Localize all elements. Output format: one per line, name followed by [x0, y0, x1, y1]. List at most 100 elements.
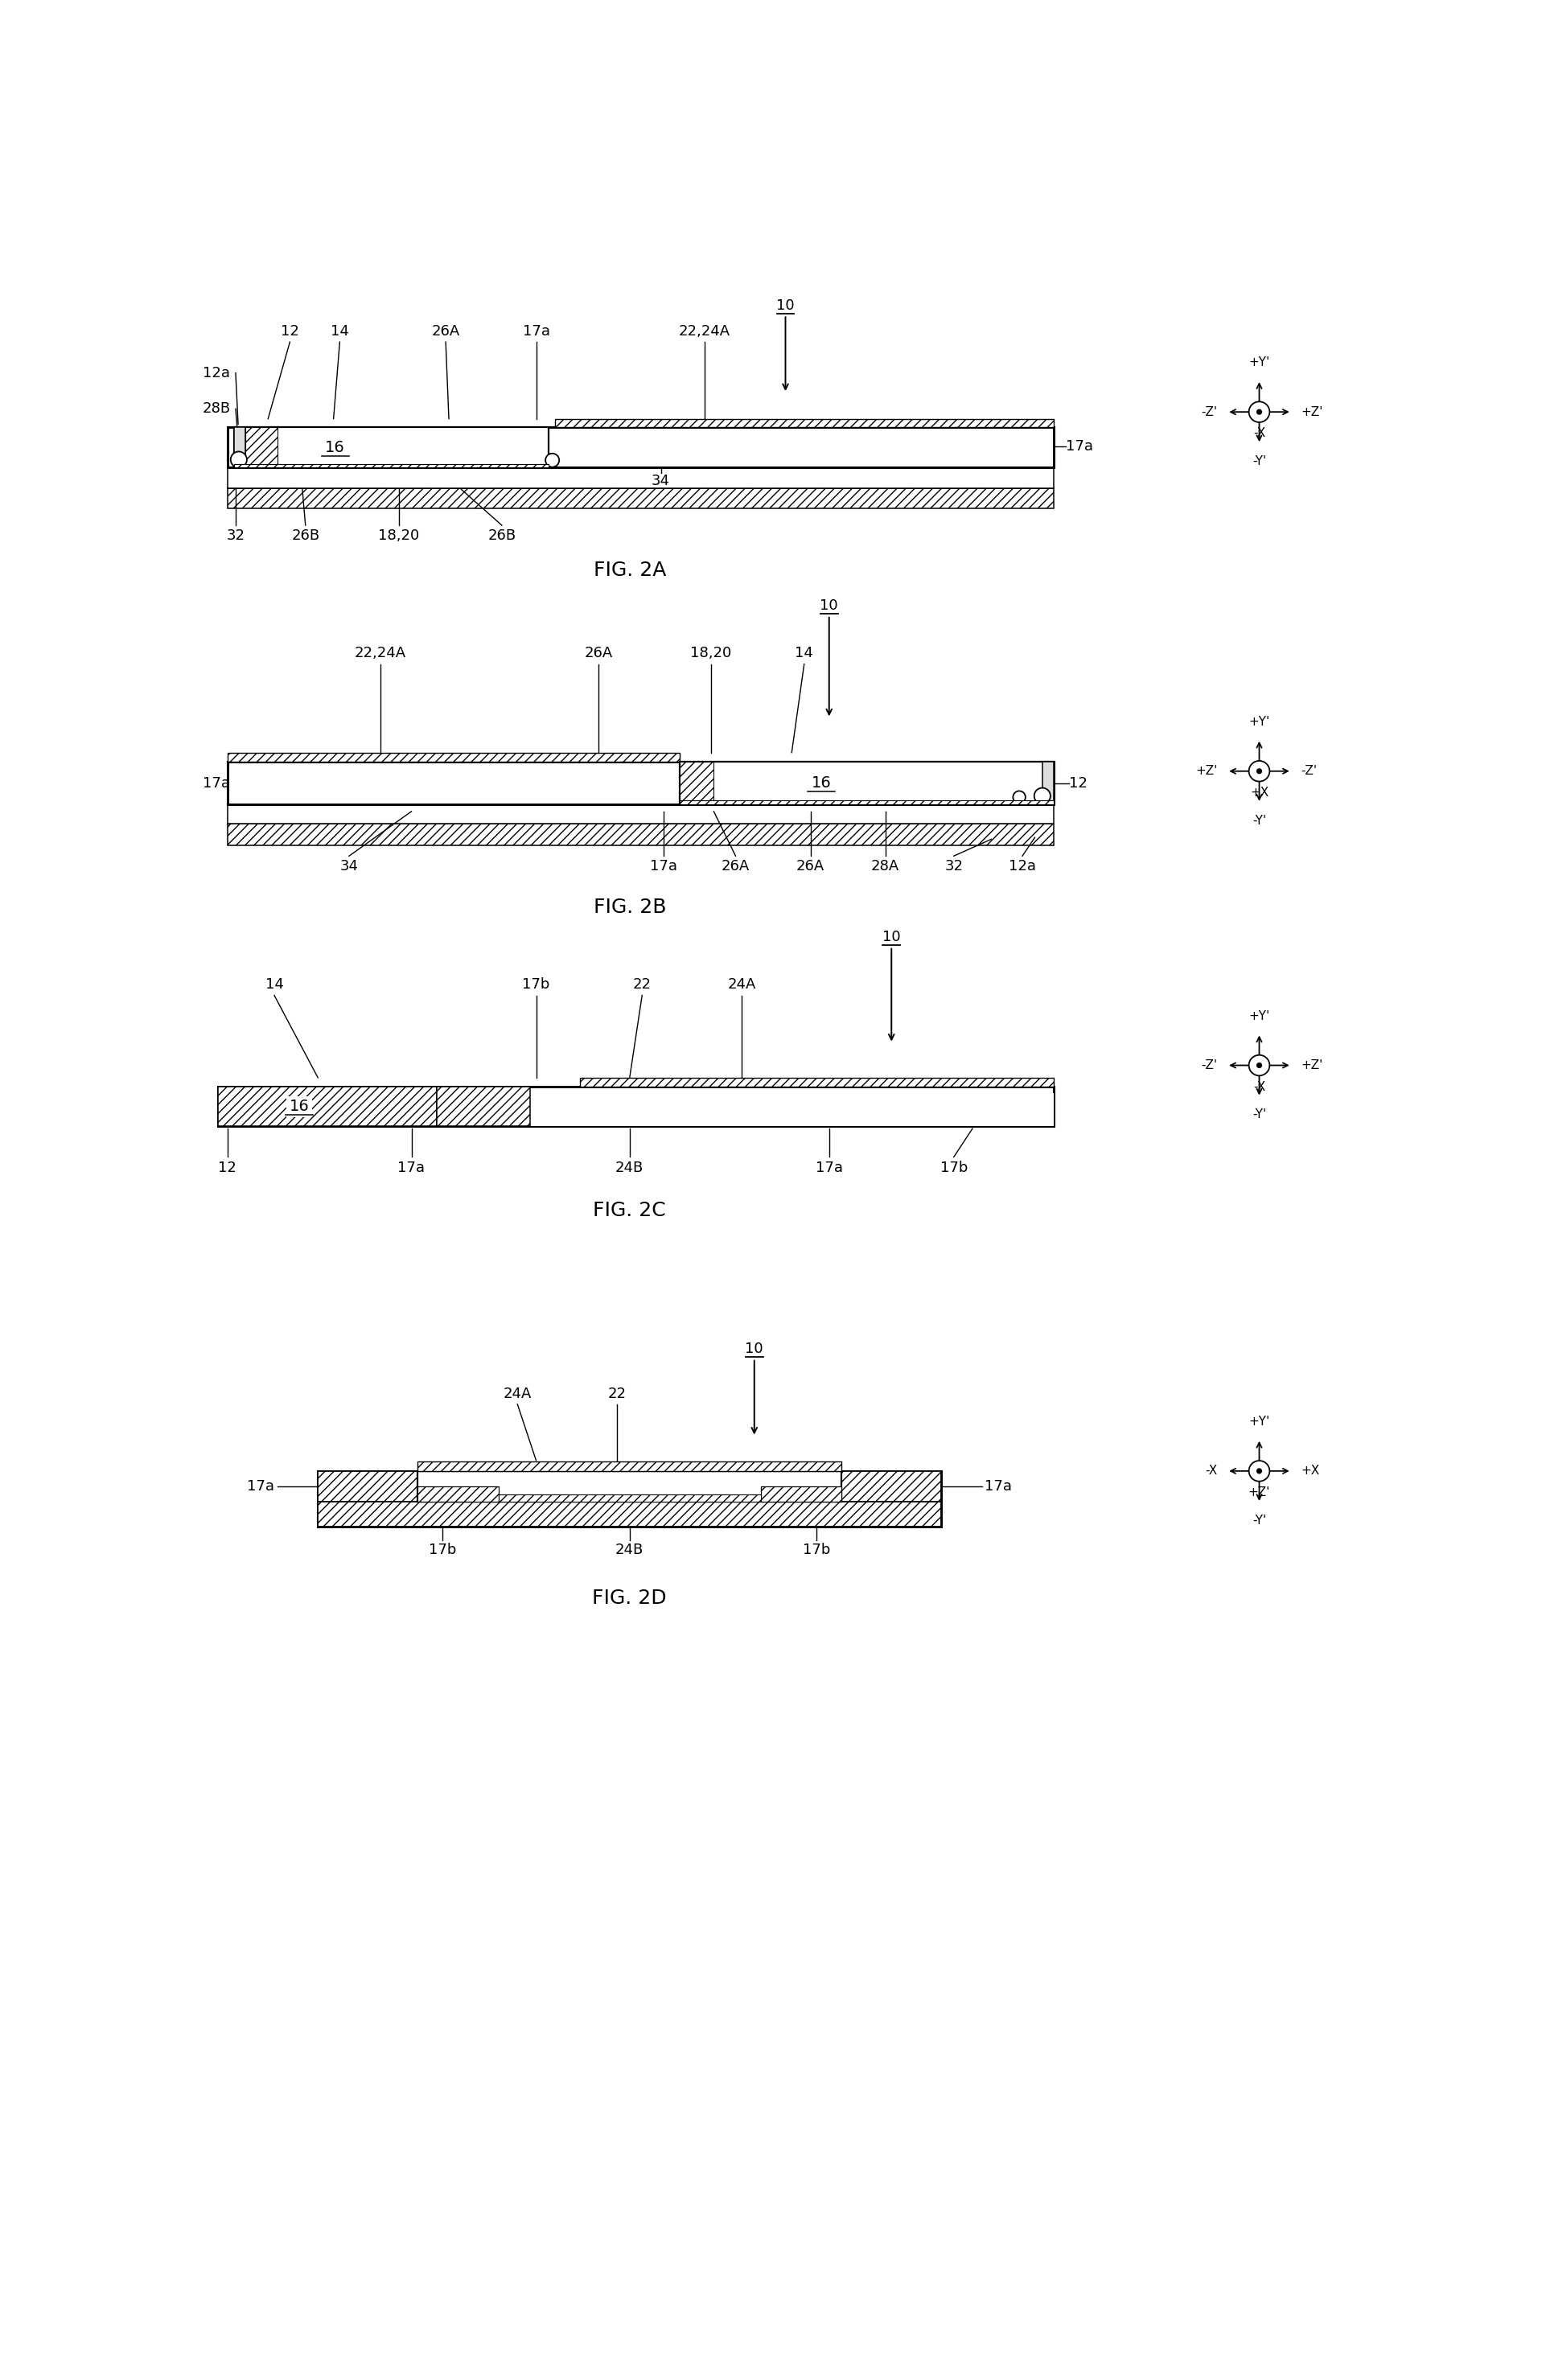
Text: 17b: 17b — [940, 1161, 968, 1176]
Bar — [227, 428, 1053, 469]
Bar — [680, 762, 1053, 804]
Text: -Y': -Y' — [1252, 1514, 1266, 1526]
Text: 18,20: 18,20 — [379, 528, 419, 543]
Text: 22,24A: 22,24A — [354, 647, 407, 662]
Bar — [233, 464, 549, 469]
Bar — [218, 1088, 1053, 1126]
Bar — [218, 1088, 436, 1126]
Text: 12a: 12a — [203, 367, 230, 381]
Text: 26B: 26B — [487, 528, 516, 543]
Text: 16: 16 — [812, 776, 832, 790]
Text: 22: 22 — [632, 978, 651, 992]
Text: 14: 14 — [795, 647, 813, 662]
Text: 10: 10 — [883, 931, 900, 945]
Text: 24B: 24B — [615, 1542, 643, 1557]
Text: 34: 34 — [340, 859, 359, 873]
Text: 22,24A: 22,24A — [679, 324, 730, 338]
Text: 10: 10 — [776, 298, 795, 312]
Bar — [318, 1471, 417, 1526]
Text: 12: 12 — [218, 1161, 237, 1176]
Text: FIG. 2C: FIG. 2C — [594, 1202, 666, 1221]
Text: 10: 10 — [745, 1342, 764, 1357]
Text: +Y': +Y' — [1249, 1009, 1269, 1021]
Text: FIG. 2D: FIG. 2D — [592, 1587, 666, 1606]
Bar — [227, 823, 1053, 845]
Text: 17a: 17a — [203, 776, 230, 790]
Text: 22: 22 — [608, 1385, 626, 1402]
Bar — [227, 762, 1053, 804]
Text: 17a: 17a — [815, 1161, 843, 1176]
Text: 24B: 24B — [615, 1161, 643, 1176]
Text: FIG. 2B: FIG. 2B — [594, 897, 666, 916]
Bar — [417, 1488, 499, 1502]
Text: 26A: 26A — [431, 324, 459, 338]
Bar — [227, 488, 1053, 507]
Circle shape — [1257, 1061, 1262, 1069]
Bar — [499, 1495, 761, 1502]
Bar — [417, 1461, 841, 1471]
Text: 17b: 17b — [523, 978, 550, 992]
Text: +X: +X — [1249, 788, 1269, 800]
Bar — [841, 1471, 942, 1526]
Text: 17a: 17a — [397, 1161, 425, 1176]
Text: 14: 14 — [264, 978, 283, 992]
Text: 28A: 28A — [870, 859, 900, 873]
Circle shape — [1034, 788, 1050, 804]
Text: +Y': +Y' — [1249, 357, 1269, 369]
Circle shape — [1257, 769, 1262, 774]
Text: 16: 16 — [289, 1100, 309, 1114]
Text: +Y': +Y' — [1249, 716, 1269, 728]
Text: +Z': +Z' — [1248, 1488, 1271, 1499]
Text: 32: 32 — [945, 859, 963, 873]
Text: -X: -X — [1254, 428, 1265, 440]
Text: 17a: 17a — [523, 324, 550, 338]
Text: 26A: 26A — [796, 859, 824, 873]
Text: -Y': -Y' — [1252, 1109, 1266, 1121]
Circle shape — [1257, 409, 1262, 414]
Text: 32: 32 — [226, 528, 244, 543]
Bar — [233, 428, 244, 469]
Text: 17a: 17a — [247, 1480, 274, 1495]
Text: +Z': +Z' — [1302, 1059, 1323, 1071]
Text: -Y': -Y' — [1252, 814, 1266, 826]
Circle shape — [1249, 1054, 1269, 1076]
Text: -Z': -Z' — [1302, 764, 1317, 778]
Bar — [1042, 762, 1053, 804]
Text: 17b: 17b — [428, 1542, 456, 1557]
Text: 26B: 26B — [291, 528, 320, 543]
Text: -X: -X — [1206, 1466, 1218, 1478]
Text: +Y': +Y' — [1249, 1416, 1269, 1428]
Bar — [555, 419, 1053, 428]
Bar — [244, 428, 277, 469]
Circle shape — [1257, 1468, 1262, 1473]
Text: 17a: 17a — [1067, 438, 1093, 452]
Bar — [227, 752, 680, 762]
Text: 28B: 28B — [203, 402, 230, 416]
Bar — [580, 1078, 1053, 1088]
Text: 17b: 17b — [802, 1542, 830, 1557]
Bar — [680, 762, 714, 804]
Text: 26A: 26A — [584, 647, 612, 662]
Text: -Z': -Z' — [1201, 407, 1218, 419]
Bar — [436, 1088, 530, 1126]
Text: +Z': +Z' — [1302, 407, 1323, 419]
Text: 12a: 12a — [1008, 859, 1036, 873]
Text: 10: 10 — [819, 600, 838, 614]
Text: 14: 14 — [331, 324, 349, 338]
Circle shape — [1249, 402, 1269, 421]
Text: 16: 16 — [325, 440, 345, 455]
Circle shape — [1249, 1461, 1269, 1480]
Text: +X: +X — [1302, 1466, 1320, 1478]
Text: 18,20: 18,20 — [690, 647, 731, 662]
Bar — [417, 1471, 841, 1502]
Text: FIG. 2A: FIG. 2A — [594, 559, 666, 578]
Circle shape — [1249, 762, 1269, 781]
Text: -Z': -Z' — [1201, 1059, 1218, 1071]
Bar — [318, 1502, 942, 1526]
Circle shape — [230, 452, 247, 469]
Text: -Y': -Y' — [1252, 455, 1266, 466]
Text: 24A: 24A — [728, 978, 756, 992]
Bar — [227, 469, 1053, 488]
Bar — [227, 804, 1053, 823]
Bar — [530, 1092, 1053, 1126]
